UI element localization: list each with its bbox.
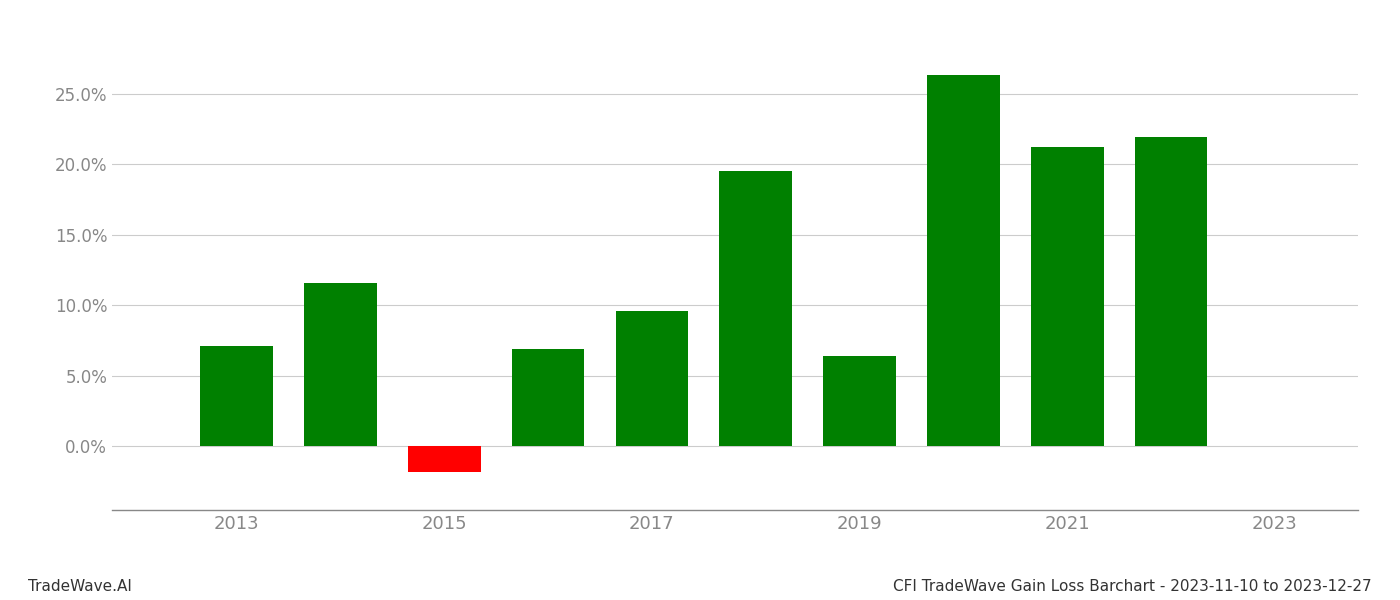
Text: TradeWave.AI: TradeWave.AI (28, 579, 132, 594)
Text: CFI TradeWave Gain Loss Barchart - 2023-11-10 to 2023-12-27: CFI TradeWave Gain Loss Barchart - 2023-… (893, 579, 1372, 594)
Bar (1030, 147, 1103, 446)
Bar (1135, 137, 1207, 446)
Bar (720, 171, 792, 446)
Bar (200, 346, 273, 446)
Bar (616, 311, 689, 446)
Bar (407, 446, 480, 472)
Bar (512, 349, 584, 446)
Bar (823, 356, 896, 446)
Bar (927, 75, 1000, 446)
Bar (304, 283, 377, 446)
